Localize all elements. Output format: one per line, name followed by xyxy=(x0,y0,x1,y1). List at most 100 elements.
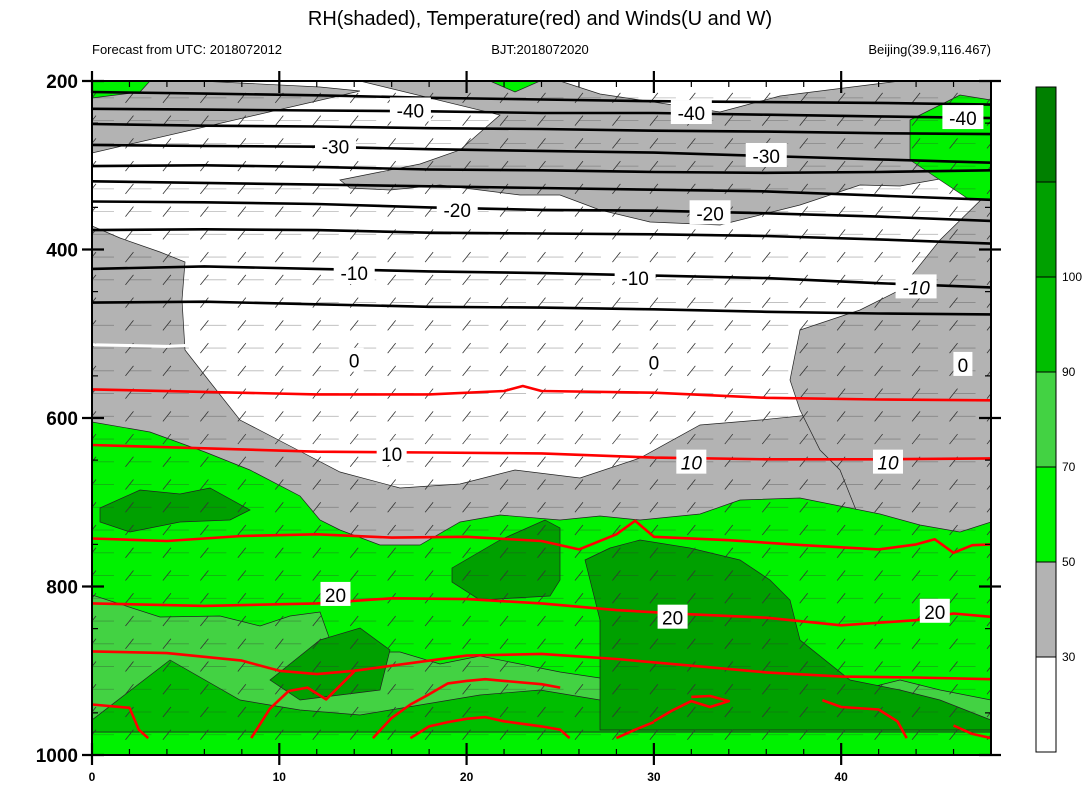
wind-barb xyxy=(462,411,471,422)
wind-barb xyxy=(237,729,247,741)
y-tick-label: 800 xyxy=(46,578,78,599)
wind-barb xyxy=(874,570,883,581)
y-tick-label: 200 xyxy=(46,72,78,93)
wind-barb xyxy=(387,502,396,513)
contour-label: 0 xyxy=(958,356,969,377)
wind-barb xyxy=(612,547,621,559)
rh-fill-gray-top-left xyxy=(92,81,361,154)
wind-barb xyxy=(424,661,434,672)
wind-barb xyxy=(874,411,883,422)
wind-barb xyxy=(499,365,509,377)
wind-barb xyxy=(799,433,809,445)
wind-barb xyxy=(612,320,621,331)
wind-barb xyxy=(724,479,734,490)
wind-barb xyxy=(836,479,846,490)
contour-label-bg xyxy=(320,581,351,606)
wind-barb xyxy=(200,456,209,468)
wind-barb xyxy=(537,729,546,741)
wind-barb xyxy=(949,661,958,672)
wind-barb xyxy=(462,183,471,195)
wind-barb xyxy=(724,638,734,650)
wind-barb xyxy=(274,502,284,513)
wind-barb xyxy=(387,547,396,559)
wind-barb xyxy=(574,615,584,627)
wind-barb xyxy=(687,593,696,604)
wind-barb xyxy=(799,479,809,490)
wind-barb xyxy=(162,342,172,354)
wind-barb xyxy=(874,183,883,195)
wind-barb xyxy=(237,229,247,240)
wind-barb xyxy=(424,638,434,650)
wind-barb xyxy=(724,547,734,559)
wind-barb xyxy=(799,524,809,536)
wind-barb xyxy=(724,251,734,263)
wind-barb xyxy=(92,115,97,122)
wind-barb xyxy=(424,411,434,422)
wind-barb xyxy=(387,206,396,217)
contour-label: 0 xyxy=(649,353,660,374)
wind-barb xyxy=(424,365,434,377)
wind-barb xyxy=(799,411,809,422)
wind-barb xyxy=(462,615,471,627)
wind-barb xyxy=(574,570,584,581)
wind-barb xyxy=(92,502,97,508)
wind-barb xyxy=(312,615,322,627)
wind-barb xyxy=(92,433,97,440)
wind-barb xyxy=(761,115,771,126)
wind-barb xyxy=(687,729,696,741)
wind-barb xyxy=(424,479,434,490)
wind-barb xyxy=(612,138,621,149)
temperature-line-3 xyxy=(92,143,991,164)
wind-barb xyxy=(724,684,734,695)
wind-barb xyxy=(687,615,696,627)
wind-barb xyxy=(836,524,846,536)
colorbar-label: 70 xyxy=(1062,460,1076,474)
wind-barb xyxy=(537,502,546,513)
wind-barb xyxy=(499,547,509,559)
wind-barb xyxy=(462,342,471,354)
temperature-line-2 xyxy=(92,122,991,136)
wind-barb xyxy=(200,388,209,399)
wind-barb xyxy=(836,638,846,650)
wind-barb xyxy=(499,661,509,672)
wind-barb xyxy=(761,502,771,513)
wind-barb xyxy=(200,433,209,445)
wind-barb xyxy=(162,706,172,718)
wind-barb xyxy=(162,365,172,377)
temperature-line-10 xyxy=(92,343,186,348)
wind-barb xyxy=(92,183,97,190)
wind-barb xyxy=(612,297,621,308)
wind-barb xyxy=(162,274,172,286)
wind-barb xyxy=(612,388,621,399)
wind-barb xyxy=(986,688,991,695)
wind-barb xyxy=(274,411,284,422)
wind-barb xyxy=(274,684,284,695)
contour-label: -10 xyxy=(621,269,648,290)
wind-barb xyxy=(125,615,134,627)
wind-barb xyxy=(387,479,396,490)
wind-barb xyxy=(724,411,734,422)
wind-barb xyxy=(92,411,97,417)
wind-barb xyxy=(799,297,809,308)
rh-fill-dark-green-1 xyxy=(99,487,251,533)
wind-barb xyxy=(574,274,584,286)
wind-barb xyxy=(649,320,659,331)
wind-barb xyxy=(574,388,584,399)
wind-barb xyxy=(986,620,991,627)
wind-barb xyxy=(92,251,97,258)
contour-label-bg xyxy=(389,97,431,122)
wind-barb xyxy=(612,433,621,445)
wind-barb xyxy=(911,433,921,445)
temperature-line-8 xyxy=(92,265,991,289)
contour-label: 10 xyxy=(877,454,899,475)
colorbar-box xyxy=(1035,181,1057,278)
wind-barb xyxy=(949,229,958,240)
wind-barb xyxy=(125,456,134,468)
wind-barb xyxy=(387,365,396,377)
wind-barb xyxy=(237,251,247,263)
wind-barb xyxy=(949,593,958,604)
wind-barb xyxy=(836,570,846,581)
wind-barb xyxy=(92,615,97,622)
wind-barb xyxy=(92,661,97,668)
wind-barb xyxy=(724,160,734,172)
